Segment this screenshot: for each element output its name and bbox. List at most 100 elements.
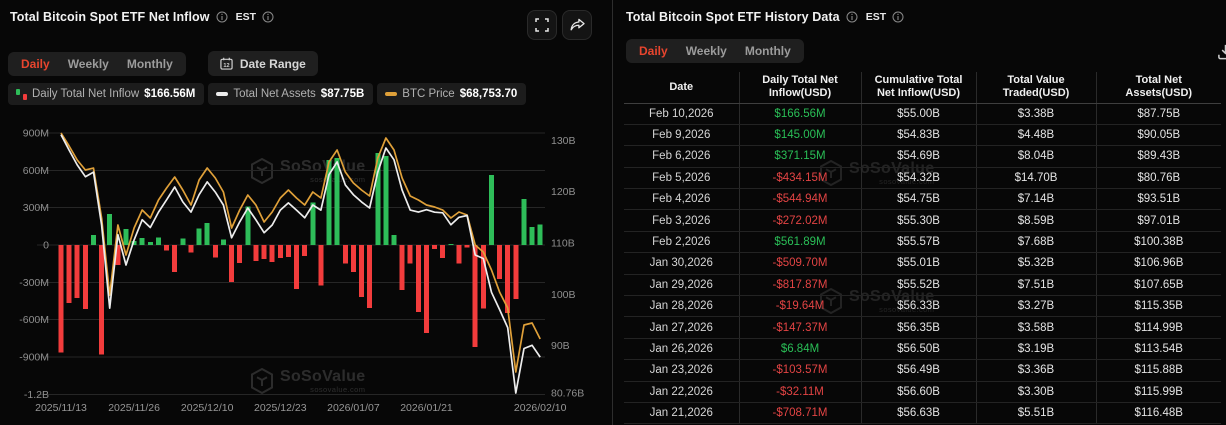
value-traded-cell: $7.68B bbox=[975, 231, 1096, 254]
date-cell: Jan 22,2026 bbox=[624, 381, 739, 403]
svg-text:2026/01/07: 2026/01/07 bbox=[327, 402, 380, 414]
daily-inflow-cell: -$509.70M bbox=[738, 252, 861, 275]
cumulative-inflow-cell: $56.63B bbox=[860, 402, 976, 425]
cumulative-inflow-cell: $55.52B bbox=[860, 274, 976, 297]
daily-inflow-cell: $145.00M bbox=[738, 124, 861, 147]
daily-inflow-cell: -$817.87M bbox=[738, 274, 861, 297]
value-traded-cell: $3.19B bbox=[975, 338, 1096, 361]
net-assets-cell: $89.43B bbox=[1095, 145, 1221, 168]
table-title: Total Bitcoin Spot ETF History Data bbox=[626, 10, 840, 24]
table-row: Feb 3,2026 -$272.02M $55.30B $8.59B $97.01B bbox=[624, 209, 1221, 232]
sosovalue-logo-icon bbox=[251, 158, 273, 184]
interval-tabs: Daily Weekly Monthly bbox=[8, 51, 186, 76]
date-cell: Feb 5,2026 bbox=[624, 167, 739, 190]
tab-weekly[interactable]: Weekly bbox=[685, 44, 727, 58]
date-cell: Jan 21,2026 bbox=[624, 402, 739, 425]
date-cell: Jan 23,2026 bbox=[624, 359, 739, 382]
cumulative-inflow-cell: $54.83B bbox=[860, 124, 976, 147]
net-assets-cell: $113.54B bbox=[1095, 338, 1221, 361]
svg-text:2025/11/26: 2025/11/26 bbox=[108, 402, 160, 414]
net-assets-cell: $115.35B bbox=[1095, 295, 1221, 318]
table-row: Jan 28,2026 -$19.64M $56.33B $3.27B $115.35B bbox=[624, 295, 1221, 318]
chart-legend: Daily Total Net Inflow $166.56M Total Ne… bbox=[8, 83, 527, 105]
net-assets-cell: $107.65B bbox=[1095, 274, 1221, 297]
history-data-panel: Total Bitcoin Spot ETF History Data EST … bbox=[614, 0, 1226, 425]
svg-text:2026/02/10: 2026/02/10 bbox=[514, 402, 567, 414]
date-cell: Feb 9,2026 bbox=[624, 124, 739, 147]
cumulative-inflow-cell: $54.75B bbox=[860, 188, 976, 211]
cumulative-inflow-cell: $56.35B bbox=[860, 316, 976, 339]
svg-text:2025/11/13: 2025/11/13 bbox=[35, 402, 87, 414]
tab-daily[interactable]: Daily bbox=[21, 56, 50, 71]
date-cell: Feb 4,2026 bbox=[624, 188, 739, 211]
tab-daily[interactable]: Daily bbox=[639, 44, 668, 58]
value-traded-cell: $5.51B bbox=[975, 402, 1096, 425]
value-traded-cell: $8.04B bbox=[975, 145, 1096, 168]
daily-inflow-cell: -$19.64M bbox=[738, 295, 861, 318]
info-icon[interactable] bbox=[846, 11, 858, 23]
bar-series-icon bbox=[16, 88, 27, 100]
svg-text:-300M: -300M bbox=[19, 277, 49, 289]
sosovalue-logo-icon bbox=[251, 368, 273, 394]
daily-inflow-cell: -$32.11M bbox=[738, 381, 861, 403]
net-assets-cell: $114.99B bbox=[1095, 316, 1221, 339]
info-icon[interactable] bbox=[262, 11, 274, 23]
table-row: Jan 30,2026 -$509.70M $55.01B $5.32B $106.96… bbox=[624, 252, 1221, 275]
cumulative-inflow-cell: $55.57B bbox=[860, 231, 976, 254]
date-cell: Feb 3,2026 bbox=[624, 209, 739, 232]
table-header-row: Date Daily Total Net Inflow(USD) Cumulat… bbox=[624, 72, 1221, 104]
interval-tabs: Daily Weekly Monthly bbox=[626, 39, 804, 63]
value-traded-cell: $5.32B bbox=[975, 252, 1096, 275]
col-date: Date bbox=[624, 72, 739, 104]
chart-title: Total Bitcoin Spot ETF Net Inflow bbox=[10, 10, 210, 24]
cumulative-inflow-cell: $56.33B bbox=[860, 295, 976, 318]
table-row: Jan 26,2026 $6.84M $56.50B $3.19B $113.54B bbox=[624, 338, 1221, 361]
col-daily-inflow: Daily Total Net Inflow(USD) bbox=[738, 72, 861, 104]
tab-monthly[interactable]: Monthly bbox=[126, 56, 173, 71]
daily-inflow-cell: -$272.02M bbox=[738, 209, 861, 232]
legend-btc-price[interactable]: BTC Price $68,753.70 bbox=[377, 83, 527, 105]
download-icon bbox=[1217, 44, 1226, 60]
daily-inflow-cell: -$708.71M bbox=[738, 402, 861, 425]
svg-text:-1.2B: -1.2B bbox=[24, 389, 49, 401]
date-cell: Jan 29,2026 bbox=[624, 274, 739, 297]
table-row: Feb 2,2026 $561.89M $55.57B $7.68B $100.38B bbox=[624, 231, 1221, 254]
info-icon[interactable] bbox=[892, 11, 904, 23]
tab-monthly[interactable]: Monthly bbox=[744, 44, 791, 58]
cumulative-inflow-cell: $55.00B bbox=[860, 103, 976, 125]
fullscreen-icon bbox=[535, 18, 549, 32]
fullscreen-button[interactable] bbox=[527, 10, 557, 40]
calendar-icon: 12 bbox=[220, 57, 233, 70]
history-table-body: Feb 10,2026 $166.56M $55.00B $3.38B $87.75B F… bbox=[624, 103, 1221, 425]
info-icon[interactable] bbox=[216, 11, 228, 23]
net-inflow-panel: Total Bitcoin Spot ETF Net Inflow EST Da… bbox=[8, 0, 613, 425]
date-range-button[interactable]: 12 Date Range bbox=[207, 51, 318, 76]
watermark: SoSoValue sosovalue.com bbox=[250, 368, 365, 394]
date-cell: Jan 27,2026 bbox=[624, 316, 739, 339]
net-assets-cell: $115.88B bbox=[1095, 359, 1221, 382]
net-assets-cell: $87.75B bbox=[1095, 103, 1221, 125]
share-button[interactable] bbox=[562, 10, 592, 40]
tab-weekly[interactable]: Weekly bbox=[67, 56, 109, 71]
cumulative-inflow-cell: $55.01B bbox=[860, 252, 976, 275]
date-cell: Jan 26,2026 bbox=[624, 338, 739, 361]
table-row: Jan 23,2026 -$103.57M $56.49B $3.36B $115.88… bbox=[624, 359, 1221, 382]
daily-inflow-cell: $561.89M bbox=[738, 231, 861, 254]
net-assets-series-icon bbox=[216, 92, 229, 96]
table-row: Jan 21,2026 -$708.71M $56.63B $5.51B $116.48… bbox=[624, 402, 1221, 425]
daily-inflow-cell: -$147.37M bbox=[738, 316, 861, 339]
history-table: Date Daily Total Net Inflow(USD) Cumulat… bbox=[624, 72, 1221, 425]
net-assets-cell: $90.05B bbox=[1095, 124, 1221, 147]
cumulative-inflow-cell: $54.69B bbox=[860, 145, 976, 168]
legend-total-net-assets[interactable]: Total Net Assets $87.75B bbox=[208, 83, 374, 105]
value-traded-cell: $3.36B bbox=[975, 359, 1096, 382]
table-row: Feb 9,2026 $145.00M $54.83B $4.48B $90.05B bbox=[624, 124, 1221, 147]
table-row: Jan 27,2026 -$147.37M $56.35B $3.58B $114.99… bbox=[624, 316, 1221, 339]
net-assets-cell: $80.76B bbox=[1095, 167, 1221, 190]
value-traded-cell: $7.51B bbox=[975, 274, 1096, 297]
legend-daily-net-inflow[interactable]: Daily Total Net Inflow $166.56M bbox=[8, 83, 205, 105]
net-assets-cell: $116.48B bbox=[1095, 402, 1221, 425]
download-button[interactable] bbox=[1214, 42, 1226, 64]
share-icon bbox=[570, 18, 585, 31]
